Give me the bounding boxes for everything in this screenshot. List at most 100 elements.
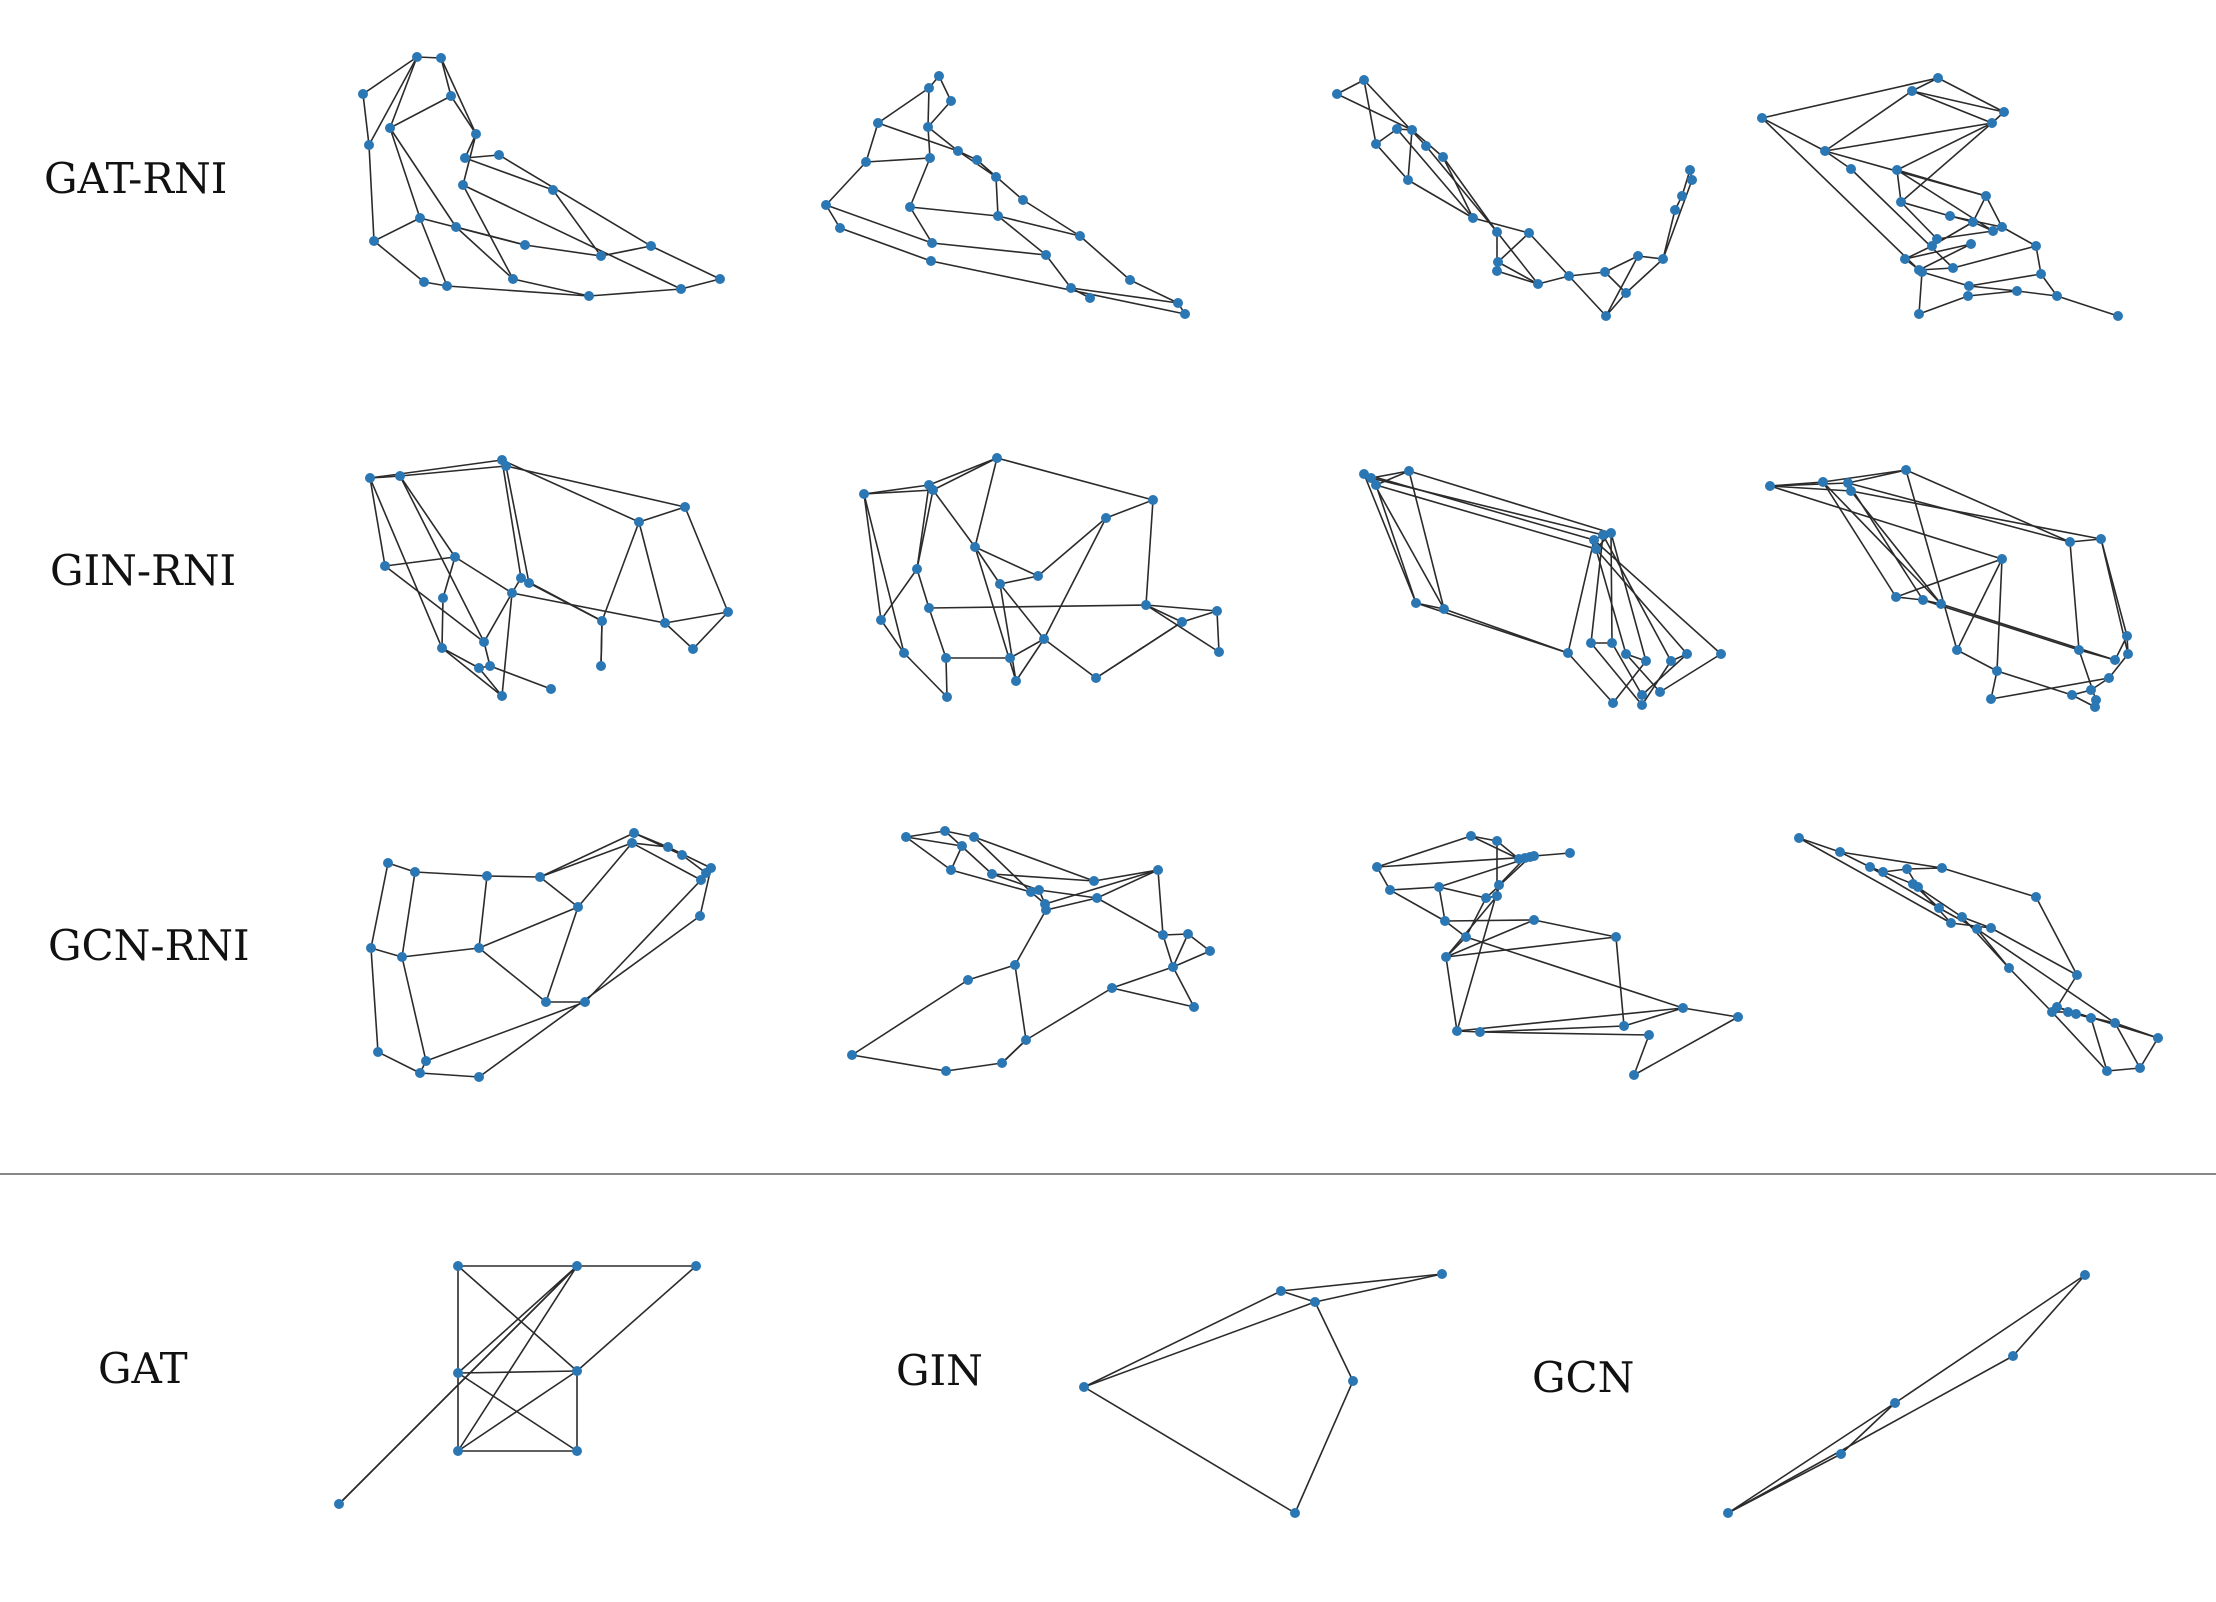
graph-edge bbox=[1445, 956, 1458, 1032]
graph-node bbox=[482, 871, 492, 881]
graph-node bbox=[1591, 544, 1601, 554]
graph-node bbox=[1177, 617, 1187, 627]
graph-edge bbox=[1896, 169, 1994, 232]
graph-node bbox=[1437, 1269, 1447, 1279]
graph-node bbox=[821, 200, 831, 210]
graph-node bbox=[373, 1047, 383, 1057]
graph-node bbox=[2072, 970, 2082, 980]
graph-node bbox=[1168, 962, 1178, 972]
graph-node bbox=[1972, 924, 1982, 934]
graph-edge bbox=[1014, 964, 1027, 1041]
graph-edge bbox=[1850, 490, 1942, 605]
graph-edge bbox=[1363, 79, 1427, 147]
graph-edge bbox=[1497, 261, 1539, 285]
graph-node bbox=[663, 842, 673, 852]
graph-node bbox=[380, 561, 390, 571]
graph-node bbox=[1836, 1449, 1846, 1459]
graph-node bbox=[1933, 73, 1943, 83]
graph-node bbox=[1892, 165, 1902, 175]
graph-node bbox=[1085, 293, 1095, 303]
graph-node bbox=[1529, 915, 1539, 925]
graph-node bbox=[1141, 600, 1151, 610]
graph-node bbox=[1039, 634, 1049, 644]
graph-edge bbox=[1847, 469, 1907, 484]
graph-node bbox=[2036, 269, 2046, 279]
graph-edge bbox=[974, 546, 1039, 577]
graph-node bbox=[471, 129, 481, 139]
graph-edge bbox=[384, 565, 485, 643]
graph-edge bbox=[1900, 122, 1993, 203]
graph-edge bbox=[1612, 660, 1647, 704]
graph-node bbox=[706, 863, 716, 873]
graph-node bbox=[1685, 165, 1695, 175]
graph-edge bbox=[457, 1370, 578, 1452]
graph-node bbox=[474, 663, 484, 673]
graph-edge bbox=[1442, 156, 1498, 233]
graph-edge bbox=[425, 1001, 586, 1062]
graph-node bbox=[926, 256, 936, 266]
graph-node bbox=[963, 975, 973, 985]
graph-edge bbox=[839, 227, 932, 262]
graph-node bbox=[369, 236, 379, 246]
graph-node bbox=[1564, 271, 1574, 281]
graph-edge bbox=[1659, 653, 1722, 693]
graph-edge bbox=[1407, 179, 1474, 219]
graph-edge bbox=[930, 260, 1186, 315]
graph-edge bbox=[1095, 621, 1183, 679]
graph-node bbox=[2067, 690, 2077, 700]
graph-node bbox=[859, 489, 869, 499]
graph-node bbox=[927, 238, 937, 248]
graph-node bbox=[1021, 1035, 1031, 1045]
graph-node bbox=[1945, 211, 1955, 221]
graph-edge bbox=[903, 652, 948, 698]
graph-edge bbox=[1641, 653, 1688, 696]
graph-edge bbox=[1314, 1301, 1354, 1382]
graph-edge bbox=[552, 189, 602, 257]
graph-node bbox=[723, 607, 733, 617]
graph-node bbox=[451, 222, 461, 232]
graph-edge bbox=[539, 842, 633, 878]
graph-node bbox=[1948, 263, 1958, 273]
graph-edge bbox=[928, 457, 998, 486]
graph-node bbox=[1846, 164, 1856, 174]
graph-edge bbox=[1968, 273, 2042, 287]
graph-node bbox=[1907, 86, 1917, 96]
graph-node bbox=[1475, 1027, 1485, 1037]
graph-node bbox=[2110, 655, 2120, 665]
graph-edge bbox=[1633, 1034, 1650, 1076]
graph-edge bbox=[464, 157, 554, 191]
graph-edge bbox=[684, 506, 729, 613]
graph-edge bbox=[1641, 660, 1672, 706]
graph-edge bbox=[419, 1072, 480, 1078]
graph-edge bbox=[1363, 473, 1595, 541]
graph-node bbox=[442, 281, 452, 291]
graph-edge bbox=[1961, 916, 1992, 929]
graph-edge bbox=[1604, 255, 1639, 273]
graph-node bbox=[1607, 638, 1617, 648]
graph-node bbox=[1723, 1508, 1733, 1518]
graph-edge bbox=[825, 161, 867, 206]
graph-edge bbox=[1314, 1273, 1443, 1303]
graph-edge bbox=[478, 915, 701, 1078]
graph-node bbox=[520, 240, 530, 250]
graph-node bbox=[923, 122, 933, 132]
graph-node bbox=[419, 277, 429, 287]
graph-node bbox=[535, 872, 545, 882]
graph-edge bbox=[401, 871, 416, 958]
graph-edge bbox=[457, 1265, 578, 1452]
graph-node bbox=[1524, 228, 1534, 238]
graph-edge bbox=[1822, 481, 1942, 605]
graph-node bbox=[995, 579, 1005, 589]
graph-edge bbox=[1896, 169, 1987, 197]
graph-edge bbox=[905, 836, 952, 871]
graph-node bbox=[969, 832, 979, 842]
graph-node bbox=[2091, 695, 2101, 705]
graph-edge bbox=[1941, 867, 2037, 898]
graph-edge bbox=[927, 126, 959, 152]
graph-node bbox=[1902, 864, 1912, 874]
graph-node bbox=[596, 251, 606, 261]
graph-edge bbox=[1496, 231, 1539, 285]
graph-edge bbox=[399, 465, 507, 477]
graph-node bbox=[905, 202, 915, 212]
graph-edge bbox=[1096, 869, 1159, 899]
